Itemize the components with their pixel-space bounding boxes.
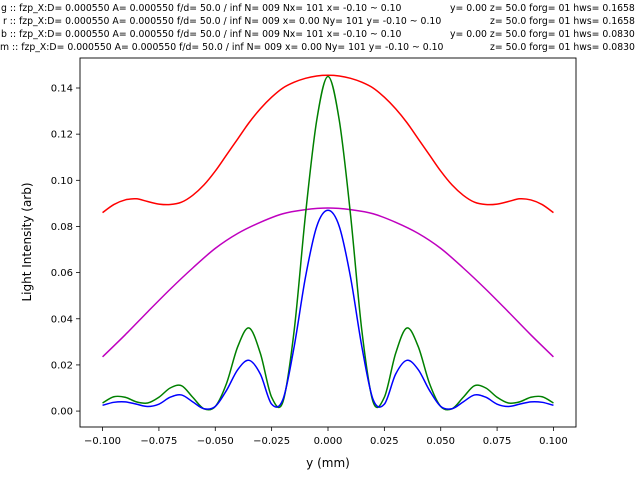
x-tick-label: −0.025 <box>253 436 290 447</box>
x-tick-label: 0.050 <box>426 436 455 447</box>
x-tick-label: 0.025 <box>370 436 399 447</box>
y-tick-label: 0.08 <box>51 222 73 233</box>
x-tick-label: −0.100 <box>84 436 121 447</box>
x-tick-label: 0.100 <box>539 436 568 447</box>
header-line-m-right: z= 50.0 forg= 01 hws= 0.0830 <box>490 42 635 53</box>
header-line-g-right: y= 0.00 z= 50.0 forg= 01 hws= 0.1658 <box>450 3 635 14</box>
y-tick-label: 0.10 <box>51 176 73 187</box>
x-tick-label: 0.075 <box>483 436 512 447</box>
series-line-r <box>102 74 554 214</box>
header-line-b-right: y= 0.00 z= 50.0 forg= 01 hws= 0.0830 <box>450 29 635 40</box>
x-tick-label: 0.000 <box>314 436 343 447</box>
series-line-m <box>102 207 554 358</box>
y-tick-label: 0.02 <box>51 360 73 371</box>
header-line-g-left: g :: fzp_X:D= 0.000550 A= 0.000550 f/d= … <box>1 3 402 14</box>
plot-frame <box>79 57 577 428</box>
x-axis-label: y (mm) <box>306 456 350 470</box>
y-tick-label: 0.00 <box>51 407 73 418</box>
header-line-m-left: m :: fzp_X:D= 0.000550 A= 0.000550 f/d= … <box>0 42 444 53</box>
x-tick-label: −0.050 <box>197 436 234 447</box>
series-line-g <box>102 75 554 411</box>
header-line-r-left: r :: fzp_X:D= 0.000550 A= 0.000550 f/d= … <box>3 16 442 27</box>
x-tick-label: −0.075 <box>140 436 177 447</box>
y-axis-label: Light Intensity (arb) <box>20 182 34 301</box>
y-tick-label: 0.12 <box>51 130 73 141</box>
header-line-b-left: b :: fzp_X:D= 0.000550 A= 0.000550 f/d= … <box>1 29 402 40</box>
y-tick-label: 0.06 <box>51 268 73 279</box>
header-line-r-right: z= 50.0 forg= 01 hws= 0.1658 <box>490 16 635 27</box>
y-tick-label: 0.04 <box>51 314 73 325</box>
y-tick-label: 0.14 <box>51 84 73 95</box>
series-line-b <box>102 209 554 410</box>
